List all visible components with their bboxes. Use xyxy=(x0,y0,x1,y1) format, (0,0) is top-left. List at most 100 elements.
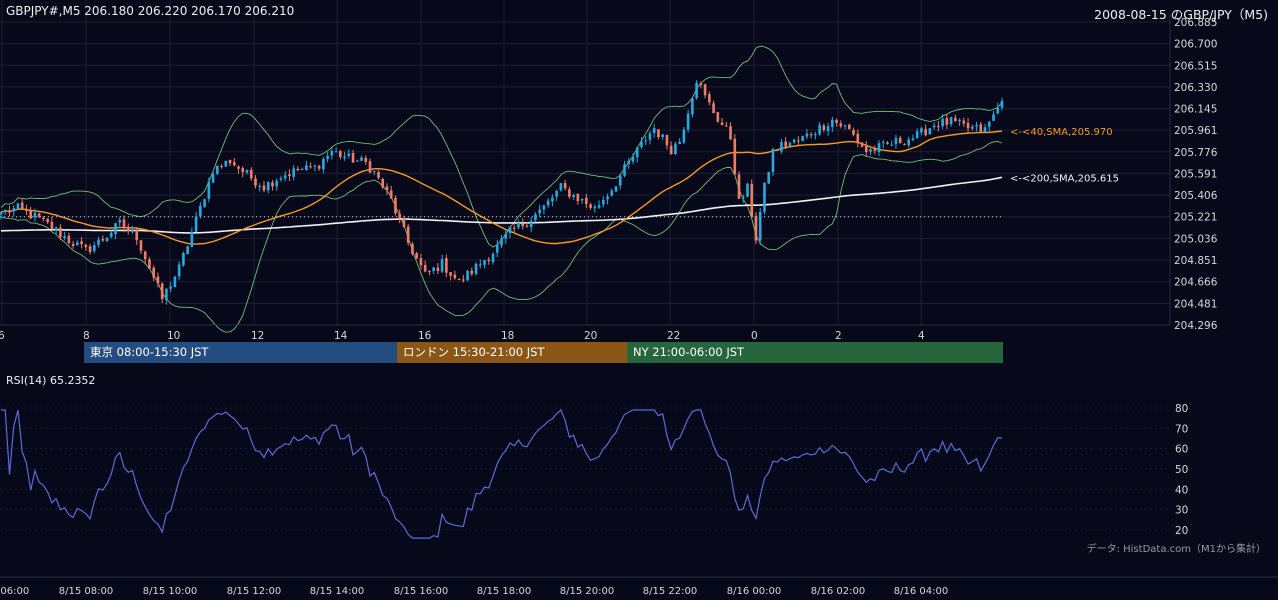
sma200-line xyxy=(0,176,1003,234)
candle xyxy=(563,179,567,191)
candle-body xyxy=(42,217,45,219)
candle-body xyxy=(440,259,444,272)
candle-body xyxy=(521,223,525,227)
candle xyxy=(932,122,936,130)
candle-body xyxy=(631,156,635,162)
candle xyxy=(97,236,100,248)
candle-body xyxy=(568,189,571,197)
candle xyxy=(758,207,762,245)
candle-body xyxy=(873,149,877,151)
time-tick-label-bottom: 8/15 06:00 xyxy=(0,586,29,597)
candle xyxy=(283,170,287,182)
candle xyxy=(428,270,431,276)
candle xyxy=(843,124,847,130)
candle-body xyxy=(894,138,898,145)
candle-body xyxy=(423,265,427,272)
candle xyxy=(644,135,648,146)
candle-body xyxy=(169,286,172,289)
candle-body xyxy=(241,168,245,173)
candle-body xyxy=(372,170,376,173)
candle xyxy=(589,202,592,210)
candle-body xyxy=(610,190,614,196)
candle-body xyxy=(84,244,88,248)
candle-body xyxy=(12,208,16,212)
candle-body xyxy=(436,267,440,271)
candle-body xyxy=(907,139,911,146)
candle-body xyxy=(0,212,3,215)
candle-body xyxy=(474,263,478,274)
candle xyxy=(661,134,664,140)
candle-body xyxy=(657,129,660,138)
candle-body xyxy=(669,145,673,155)
candle xyxy=(996,102,1000,115)
candle xyxy=(601,196,605,208)
candle-body xyxy=(983,127,987,132)
candle xyxy=(741,194,745,203)
candle-body xyxy=(517,223,520,228)
candle-body xyxy=(593,206,597,209)
candle xyxy=(37,212,41,218)
candle xyxy=(814,131,817,140)
candle-body xyxy=(491,253,495,263)
candle xyxy=(534,212,537,223)
candle-body xyxy=(712,103,715,114)
candle xyxy=(322,156,325,174)
candle xyxy=(317,164,321,171)
candle-body xyxy=(381,178,385,188)
candle xyxy=(122,215,126,233)
candle xyxy=(737,171,741,199)
candle-body xyxy=(406,226,410,243)
candle xyxy=(1000,97,1004,111)
candle xyxy=(462,274,465,283)
candle-body xyxy=(487,259,491,261)
candle-body xyxy=(190,231,194,247)
candle xyxy=(487,256,491,265)
candle xyxy=(847,123,851,130)
candle xyxy=(508,226,512,239)
candle-body xyxy=(334,151,338,153)
candle xyxy=(54,226,58,235)
candle-body xyxy=(826,126,830,131)
candle xyxy=(474,261,478,276)
candle xyxy=(572,193,575,200)
candle xyxy=(716,111,720,123)
candle xyxy=(983,123,987,133)
candle-body xyxy=(860,142,864,147)
candle xyxy=(652,124,656,138)
candle xyxy=(945,114,949,129)
candle-body xyxy=(368,161,372,173)
chart-title: 2008-08-15 のGBP/JPY（M5) xyxy=(1094,7,1268,22)
candle xyxy=(826,122,830,136)
candle xyxy=(25,204,28,216)
candle xyxy=(59,224,62,241)
candle xyxy=(182,251,185,267)
candle xyxy=(402,215,406,228)
candle-body xyxy=(398,213,402,219)
candle xyxy=(987,120,991,132)
candle xyxy=(67,232,71,245)
candle-body xyxy=(618,175,622,186)
bollinger-lower xyxy=(0,140,1003,333)
moving-averages: <-<40,SMA,205.970 <-<200,SMA,205.615 xyxy=(0,127,1119,245)
session-ny-label: NY 21:00-06:00 JST xyxy=(633,345,745,359)
price-tick-label: 205.036 xyxy=(1174,233,1218,245)
candle-body xyxy=(686,113,690,130)
candle-body xyxy=(529,220,533,228)
candle xyxy=(50,217,54,231)
candle-body xyxy=(101,239,105,241)
rsi-tick-label: 70 xyxy=(1175,423,1188,435)
candle xyxy=(873,145,877,155)
candle xyxy=(708,91,711,106)
rsi-tick-label: 80 xyxy=(1175,403,1188,415)
candle xyxy=(143,250,147,265)
time-tick-label: 14 xyxy=(334,330,348,342)
candle-body xyxy=(886,142,889,144)
candle-body xyxy=(716,112,720,122)
rsi-tick-label: 50 xyxy=(1175,464,1188,476)
candle xyxy=(517,219,520,230)
candle xyxy=(784,137,787,150)
grid-lines xyxy=(0,0,1170,326)
candle-body xyxy=(343,156,346,159)
candle-body xyxy=(211,174,215,183)
candle xyxy=(190,227,194,248)
